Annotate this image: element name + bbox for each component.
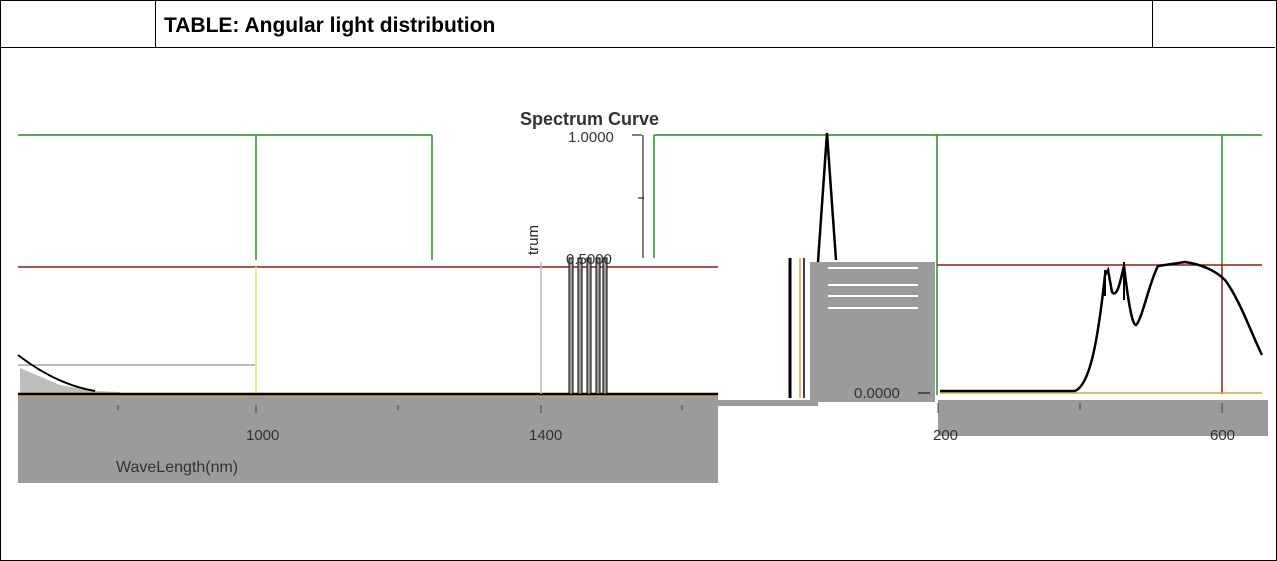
axis-band-left [18, 395, 718, 483]
y-tick-top: 1.0000 [568, 129, 614, 146]
maroon-lines [18, 264, 1262, 394]
y-tick-bottom: 0.0000 [854, 385, 900, 402]
header-cell-divider [155, 0, 156, 47]
x-tick-600: 600 [1210, 427, 1235, 444]
green-frame-lines [18, 134, 1262, 395]
y-tick-mid: 0.5000 [566, 251, 612, 268]
x-axis-ticks [117, 403, 1223, 413]
header-cell-divider [1152, 0, 1153, 47]
y-axis-fragment: trum [525, 225, 542, 255]
right-spectrum-curve [940, 260, 1264, 394]
axis-band-mid [718, 400, 818, 406]
vertical-bars [540, 257, 608, 395]
table-title: TABLE: Angular light distribution [164, 14, 496, 37]
inset-gray-panel [810, 262, 935, 402]
axis-band-right [938, 400, 1268, 436]
x-axis-label: WaveLength(nm) [116, 459, 238, 476]
x-tick-1400: 1400 [529, 427, 562, 444]
x-tick-1000: 1000 [246, 427, 279, 444]
inset-lines [828, 267, 918, 309]
central-peak [638, 132, 838, 398]
chart-title: Spectrum Curve [520, 109, 659, 129]
table-header-row: TABLE: Angular light distribution [0, 0, 1275, 48]
x-tick-200: 200 [933, 427, 958, 444]
left-spectrum-tail [17, 267, 718, 397]
